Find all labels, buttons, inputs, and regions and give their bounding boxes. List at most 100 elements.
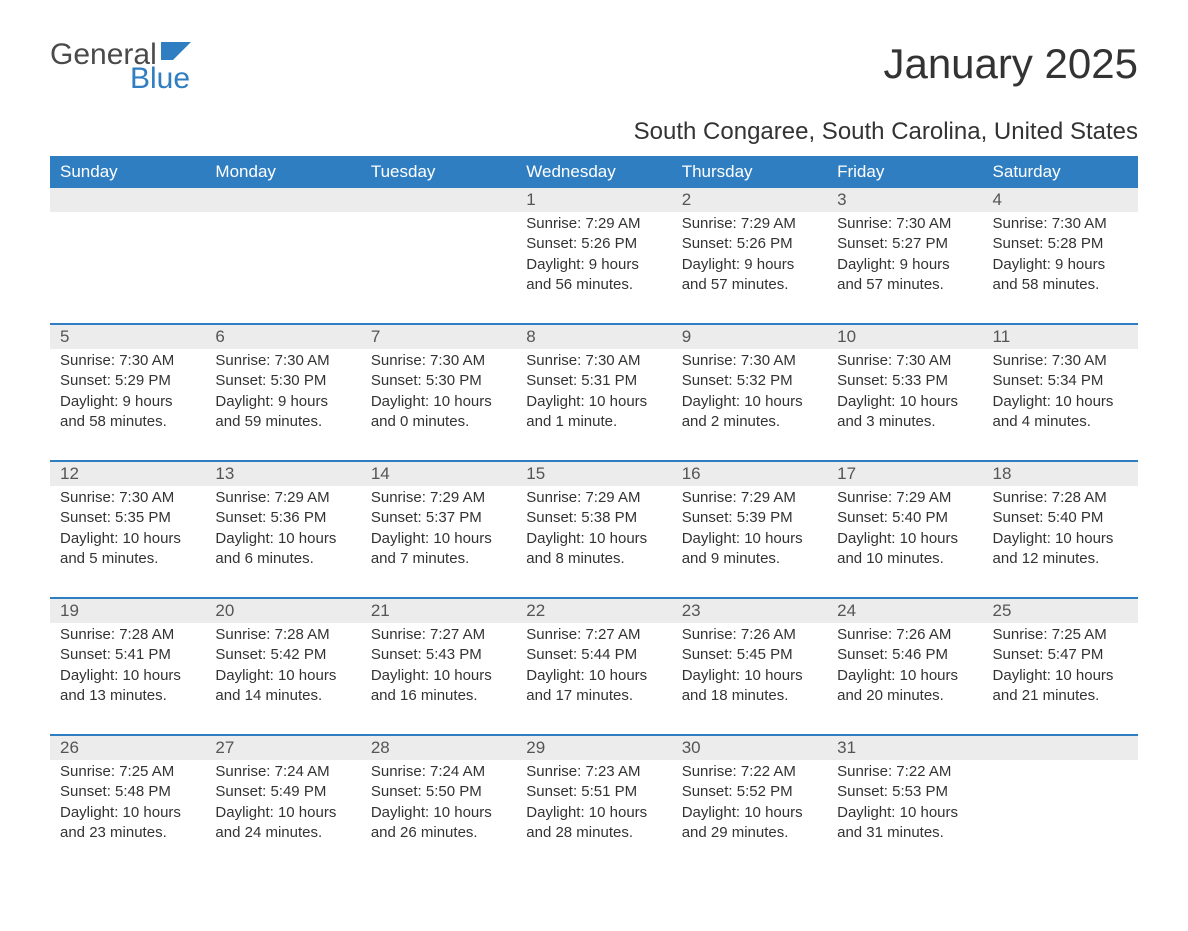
- day-number-cell: 17: [827, 462, 982, 486]
- day-number-cell: 26: [50, 736, 205, 760]
- day-data-cell: Sunrise: 7:27 AMSunset: 5:44 PMDaylight:…: [516, 623, 671, 735]
- day-number-cell: 10: [827, 325, 982, 349]
- day-data-cell: Sunrise: 7:30 AMSunset: 5:31 PMDaylight:…: [516, 349, 671, 461]
- day-number-cell: 1: [516, 188, 671, 212]
- sunrise-line: Sunrise: 7:30 AM: [526, 351, 661, 371]
- location-subtitle: South Congaree, South Carolina, United S…: [50, 118, 1138, 146]
- day-number-cell: 23: [672, 599, 827, 623]
- calendar-body: 1234Sunrise: 7:29 AMSunset: 5:26 PMDayli…: [50, 188, 1138, 871]
- calendar-table: Sunday Monday Tuesday Wednesday Thursday…: [50, 156, 1138, 871]
- calendar-page: General Blue January 2025 South Congaree…: [0, 0, 1188, 931]
- daylight-line: Daylight: 10 hours and 18 minutes.: [682, 666, 817, 707]
- sunset-line: Sunset: 5:33 PM: [837, 371, 972, 391]
- daylight-line: Daylight: 10 hours and 10 minutes.: [837, 529, 972, 570]
- daylight-line: Daylight: 10 hours and 29 minutes.: [682, 803, 817, 844]
- day-data-cell: Sunrise: 7:30 AMSunset: 5:32 PMDaylight:…: [672, 349, 827, 461]
- sunset-line: Sunset: 5:28 PM: [993, 234, 1128, 254]
- sunrise-line: Sunrise: 7:25 AM: [60, 762, 195, 782]
- daylight-line: Daylight: 10 hours and 9 minutes.: [682, 529, 817, 570]
- day-number-cell: 19: [50, 599, 205, 623]
- day-data-cell: Sunrise: 7:30 AMSunset: 5:35 PMDaylight:…: [50, 486, 205, 598]
- sunrise-line: Sunrise: 7:22 AM: [837, 762, 972, 782]
- daylight-line: Daylight: 10 hours and 24 minutes.: [215, 803, 350, 844]
- daylight-line: Daylight: 9 hours and 56 minutes.: [526, 255, 661, 296]
- sunrise-line: Sunrise: 7:27 AM: [371, 625, 506, 645]
- day-number-cell: 7: [361, 325, 516, 349]
- sunrise-line: Sunrise: 7:27 AM: [526, 625, 661, 645]
- sunset-line: Sunset: 5:26 PM: [682, 234, 817, 254]
- daylight-line: Daylight: 10 hours and 6 minutes.: [215, 529, 350, 570]
- sunset-line: Sunset: 5:30 PM: [371, 371, 506, 391]
- day-data-row: Sunrise: 7:30 AMSunset: 5:29 PMDaylight:…: [50, 349, 1138, 461]
- col-friday: Friday: [827, 156, 982, 188]
- sunrise-line: Sunrise: 7:30 AM: [682, 351, 817, 371]
- sunset-line: Sunset: 5:34 PM: [993, 371, 1128, 391]
- sunset-line: Sunset: 5:36 PM: [215, 508, 350, 528]
- daylight-line: Daylight: 10 hours and 12 minutes.: [993, 529, 1128, 570]
- sunset-line: Sunset: 5:38 PM: [526, 508, 661, 528]
- daylight-line: Daylight: 10 hours and 7 minutes.: [371, 529, 506, 570]
- col-monday: Monday: [205, 156, 360, 188]
- col-sunday: Sunday: [50, 156, 205, 188]
- day-data-cell: Sunrise: 7:30 AMSunset: 5:28 PMDaylight:…: [983, 212, 1138, 324]
- day-data-row: Sunrise: 7:29 AMSunset: 5:26 PMDaylight:…: [50, 212, 1138, 324]
- day-number-cell: 11: [983, 325, 1138, 349]
- sunrise-line: Sunrise: 7:24 AM: [215, 762, 350, 782]
- day-number-row: 1234: [50, 188, 1138, 212]
- daylight-line: Daylight: 10 hours and 5 minutes.: [60, 529, 195, 570]
- day-number-cell: 21: [361, 599, 516, 623]
- sunset-line: Sunset: 5:42 PM: [215, 645, 350, 665]
- sunset-line: Sunset: 5:31 PM: [526, 371, 661, 391]
- day-number-cell: 28: [361, 736, 516, 760]
- daylight-line: Daylight: 10 hours and 4 minutes.: [993, 392, 1128, 433]
- day-data-cell: Sunrise: 7:27 AMSunset: 5:43 PMDaylight:…: [361, 623, 516, 735]
- sunrise-line: Sunrise: 7:23 AM: [526, 762, 661, 782]
- day-number-row: 567891011: [50, 325, 1138, 349]
- brand-logo: General Blue: [50, 40, 197, 94]
- daylight-line: Daylight: 10 hours and 31 minutes.: [837, 803, 972, 844]
- daylight-line: Daylight: 9 hours and 59 minutes.: [215, 392, 350, 433]
- day-number-row: 19202122232425: [50, 599, 1138, 623]
- day-data-row: Sunrise: 7:30 AMSunset: 5:35 PMDaylight:…: [50, 486, 1138, 598]
- day-number-cell: 5: [50, 325, 205, 349]
- day-data-cell: Sunrise: 7:29 AMSunset: 5:37 PMDaylight:…: [361, 486, 516, 598]
- day-data-cell: Sunrise: 7:29 AMSunset: 5:26 PMDaylight:…: [516, 212, 671, 324]
- sunrise-line: Sunrise: 7:29 AM: [526, 214, 661, 234]
- sunrise-line: Sunrise: 7:28 AM: [215, 625, 350, 645]
- day-data-cell: Sunrise: 7:22 AMSunset: 5:53 PMDaylight:…: [827, 760, 982, 871]
- day-number-cell: 24: [827, 599, 982, 623]
- col-saturday: Saturday: [983, 156, 1138, 188]
- day-number-cell: [50, 188, 205, 212]
- daylight-line: Daylight: 9 hours and 57 minutes.: [837, 255, 972, 296]
- sunrise-line: Sunrise: 7:29 AM: [215, 488, 350, 508]
- page-title: January 2025: [883, 40, 1138, 88]
- sunset-line: Sunset: 5:41 PM: [60, 645, 195, 665]
- sunrise-line: Sunrise: 7:28 AM: [993, 488, 1128, 508]
- sunset-line: Sunset: 5:26 PM: [526, 234, 661, 254]
- sunrise-line: Sunrise: 7:30 AM: [371, 351, 506, 371]
- sunrise-line: Sunrise: 7:29 AM: [837, 488, 972, 508]
- daylight-line: Daylight: 10 hours and 1 minute.: [526, 392, 661, 433]
- day-number-cell: 2: [672, 188, 827, 212]
- sunset-line: Sunset: 5:51 PM: [526, 782, 661, 802]
- day-data-cell: Sunrise: 7:29 AMSunset: 5:40 PMDaylight:…: [827, 486, 982, 598]
- daylight-line: Daylight: 10 hours and 14 minutes.: [215, 666, 350, 707]
- col-tuesday: Tuesday: [361, 156, 516, 188]
- day-number-cell: 12: [50, 462, 205, 486]
- header-row: General Blue January 2025: [50, 40, 1138, 94]
- daylight-line: Daylight: 10 hours and 3 minutes.: [837, 392, 972, 433]
- day-data-cell: Sunrise: 7:29 AMSunset: 5:36 PMDaylight:…: [205, 486, 360, 598]
- sunset-line: Sunset: 5:30 PM: [215, 371, 350, 391]
- day-number-cell: [205, 188, 360, 212]
- sunset-line: Sunset: 5:52 PM: [682, 782, 817, 802]
- daylight-line: Daylight: 10 hours and 17 minutes.: [526, 666, 661, 707]
- day-number-cell: 9: [672, 325, 827, 349]
- sunset-line: Sunset: 5:53 PM: [837, 782, 972, 802]
- day-number-cell: 31: [827, 736, 982, 760]
- sunset-line: Sunset: 5:40 PM: [993, 508, 1128, 528]
- day-number-cell: 14: [361, 462, 516, 486]
- daylight-line: Daylight: 9 hours and 58 minutes.: [993, 255, 1128, 296]
- daylight-line: Daylight: 10 hours and 2 minutes.: [682, 392, 817, 433]
- daylight-line: Daylight: 9 hours and 58 minutes.: [60, 392, 195, 433]
- daylight-line: Daylight: 10 hours and 26 minutes.: [371, 803, 506, 844]
